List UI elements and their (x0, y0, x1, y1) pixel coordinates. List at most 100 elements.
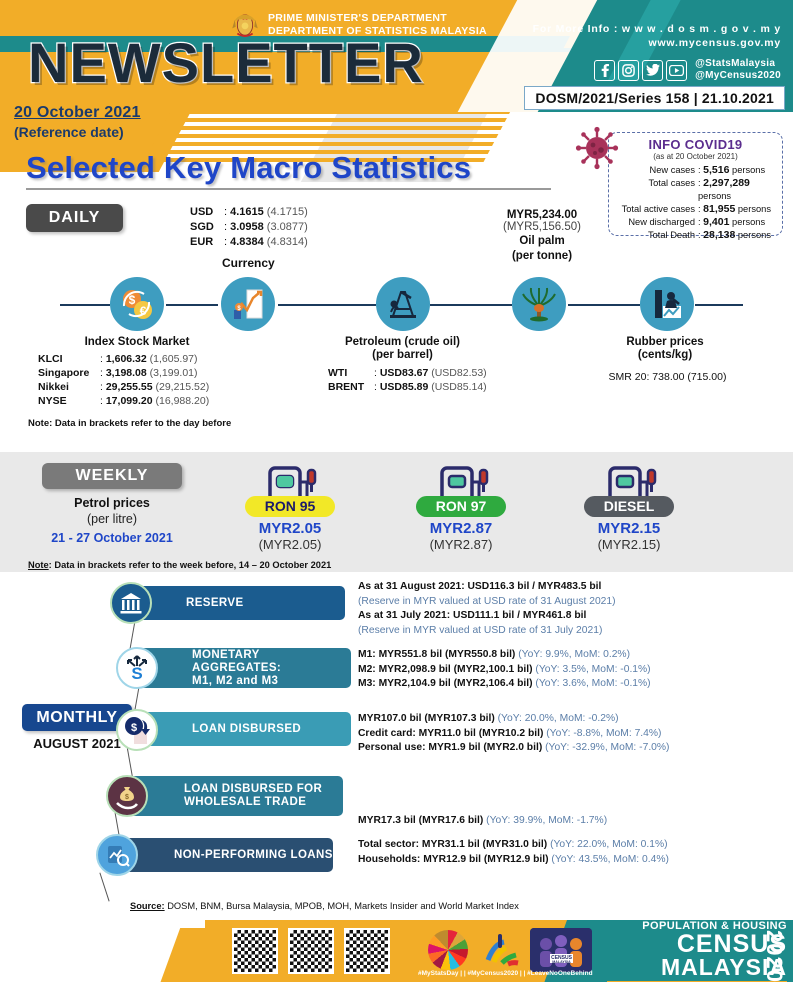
petrol-caption2: (per litre) (86, 512, 137, 526)
footer-banner: CENSUS MALAYSIA #MyStatsDay | | #MyCensu… (0, 920, 793, 982)
svg-text:€: € (140, 304, 147, 318)
oil-palm-icon (512, 277, 566, 331)
reserve-line-1: As at 31 August 2021: USD116.3 bil / MYR… (358, 581, 602, 592)
covid-value: : 81,955 persons (698, 203, 771, 215)
monthly-row-label2: M1, M2 and M3 (192, 674, 279, 687)
monthly-row-monetary-bar: MONETARY AGGREGATES: M1, M2 and M3 (136, 648, 351, 688)
monthly-row-loan-text: MYR107.0 bil (MYR107.3 bil) (YoY: 20.0%,… (358, 712, 788, 756)
source-prefix: Source: (130, 901, 165, 911)
petroleum-icon (376, 277, 430, 331)
coronavirus-icon (575, 126, 619, 170)
petroleum-caption-line1: Petroleum (crude oil) (344, 336, 461, 348)
fuel-prev-ron95: (MYR2.05) (258, 537, 322, 552)
monthly-period: AUGUST 2021 (33, 736, 121, 751)
monthly-row-wholesale-bar: LOAN DISBURSED FOR WHOLESALE TRADE (128, 776, 343, 816)
connector-line (166, 304, 218, 306)
malaysia-coat-of-arms-icon (232, 14, 258, 37)
covid-info-box: INFO COVID19 (as at 20 October 2021) New… (608, 132, 783, 241)
covid-value: : 28,138 persons (698, 229, 771, 241)
monthly-row-monetary-text: M1: MYR551.8 bil (MYR550.8 bil) (YoY: 9.… (358, 648, 788, 692)
source-note: Source: DOSM, BNM, Bursa Malaysia, MPOB,… (130, 901, 519, 911)
npl-icon (96, 834, 138, 876)
currency-value: 4.8384 (230, 236, 264, 248)
social-handles: @StatsMalaysia @MyCensus2020 (695, 58, 781, 82)
loan-line-3: Personal use: MYR1.9 bil (MYR2.0 bil) (Y… (358, 742, 670, 753)
covid-stats-list: New cases : 5,516 persons Total cases : … (609, 164, 782, 242)
stock-row: Singapore: 3,198.08 (3,199.01) (38, 367, 198, 379)
title-divider (26, 188, 551, 190)
wholesale-line-1: MYR17.3 bil (MYR17.6 bil) (YoY: 39.9%, M… (358, 815, 608, 826)
dosm-website[interactable]: For More Info : w w w . d o s m . g o v … (532, 23, 781, 35)
census-line-3: MALAYSIA (661, 954, 787, 980)
connector-line (60, 304, 110, 306)
page-title: Selected Key Macro Statistics (26, 150, 472, 185)
qr-code-dosm[interactable] (232, 928, 278, 974)
monthly-row-npl-text: Total sector: MYR31.1 bil (MYR31.0 bil) … (358, 838, 788, 867)
census-wordmark: POPULATION & HOUSING CENSUS MALAYSIA YOU… (606, 920, 787, 982)
petrol-caption: Petrol prices (74, 496, 150, 510)
mystats-logo-icon (485, 934, 519, 967)
covid-label: Total Death (647, 230, 695, 240)
rubber-caption-line2: (cents/kg) (637, 349, 693, 361)
covid-stat-row: Total active cases : 81,955 persons (609, 203, 782, 216)
connector-line (568, 304, 640, 306)
monthly-row-wholesale-text: MYR17.3 bil (MYR17.6 bil) (YoY: 39.9%, M… (358, 814, 788, 829)
facebook-icon[interactable] (594, 59, 616, 81)
qr-code-census[interactable] (344, 928, 390, 974)
connector-line (278, 304, 376, 306)
monetary-line-2: M2: MYR2,098.9 bil (MYR2,100.1 bil) (YoY… (358, 663, 651, 675)
petroleum-caption-line2: (per barrel) (372, 349, 433, 361)
oilpalm-values: MYR5,234.00 (MYR5,156.50) Oil palm (per … (497, 209, 587, 263)
fuel-price-ron97: MYR2.87 (429, 520, 493, 537)
stock-row: Nikkei: 29,255.55 (29,215.52) (38, 381, 210, 393)
weekly-note-text: : Data in brackets refer to the week bef… (48, 560, 332, 570)
currency-code: SGD (190, 221, 214, 233)
covid-value: : 9,401 persons (698, 216, 766, 228)
monthly-row-label: MONETARY AGGREGATES: (192, 648, 282, 674)
currency-prev: (4.8314) (266, 236, 308, 248)
header-banner: PRIME MINISTER'S DEPARTMENT DEPARTMENT O… (0, 0, 793, 112)
reference-date: 20 October 2021 (14, 104, 141, 121)
monthly-row-label2: WHOLESALE TRADE (184, 796, 307, 808)
reserve-line-4: (Reserve in MYR valued at USD rate of 31… (358, 624, 603, 636)
currency-row: SGD : 3.0958 (3.0877) (190, 221, 308, 233)
covid-stat-row: New discharged : 9,401 persons (609, 216, 782, 229)
weekly-badge: WEEKLY (42, 463, 182, 489)
loan-line-2: Credit card: MYR11.0 bil (MYR10.2 bil) (… (358, 727, 662, 739)
mycensus-website[interactable]: www.mycensus.gov.my (648, 37, 781, 49)
series-badge: DOSM/2021/Series 158 | 21.10.2021 (524, 86, 785, 110)
social-links: @StatsMalaysia @MyCensus2020 (594, 58, 781, 82)
instagram-icon[interactable] (618, 59, 640, 81)
monetary-line-3: M3: MYR2,104.9 bil (MYR2,106.4 bil) (YoY… (358, 678, 651, 689)
fuel-prev-diesel: (MYR2.15) (597, 537, 661, 552)
covid-label: New discharged (628, 217, 695, 227)
currency-code: USD (190, 206, 214, 218)
currency-chart-icon: $ (221, 277, 275, 331)
dept-line-1: PRIME MINISTER'S DEPARTMENT (268, 12, 447, 24)
monthly-row-reserve-text: As at 31 August 2021: USD116.3 bil / MYR… (358, 580, 788, 638)
svg-text:$: $ (131, 722, 137, 734)
currency-row: EUR : 4.8384 (4.8314) (190, 236, 308, 248)
qr-code-facebook[interactable] (288, 928, 334, 974)
stock-market-icon: $ € (110, 277, 164, 331)
fuel-price-ron95: MYR2.05 (258, 520, 322, 537)
fuel-tag-ron97: RON 97 (416, 496, 506, 517)
youtube-icon[interactable] (666, 59, 688, 81)
covid-stat-row: Total Death : 28,138 persons (609, 229, 782, 242)
connector-line (695, 304, 743, 306)
monthly-badge: MONTHLY (22, 704, 132, 731)
census-malaysia-logo: CENSUS MALAYSIA (530, 928, 592, 972)
newsletter-wordmark: NEWSLETTER (27, 30, 424, 96)
currency-values: USD : 4.1615 (4.1715) SGD : 3.0958 (3.08… (190, 205, 308, 250)
sdg-wheel-icon (428, 930, 468, 970)
currency-code: EUR (190, 236, 214, 248)
fuel-prev-ron97: (MYR2.87) (429, 537, 493, 552)
petroleum-caption: Petroleum (crude oil) (per barrel) (330, 336, 475, 362)
loan-icon: $ (116, 709, 158, 751)
twitter-icon[interactable] (642, 59, 664, 81)
petroleum-row: WTI: USD83.67 (USD82.53) (328, 367, 487, 379)
npl-line-1: Total sector: MYR31.1 bil (MYR31.0 bil) … (358, 839, 668, 850)
more-info-links: For More Info : w w w . d o s m . g o v … (533, 22, 781, 50)
dept-line-2: DEPARTMENT OF STATISTICS MALAYSIA (268, 25, 487, 37)
currency-value: 3.0958 (230, 221, 264, 233)
